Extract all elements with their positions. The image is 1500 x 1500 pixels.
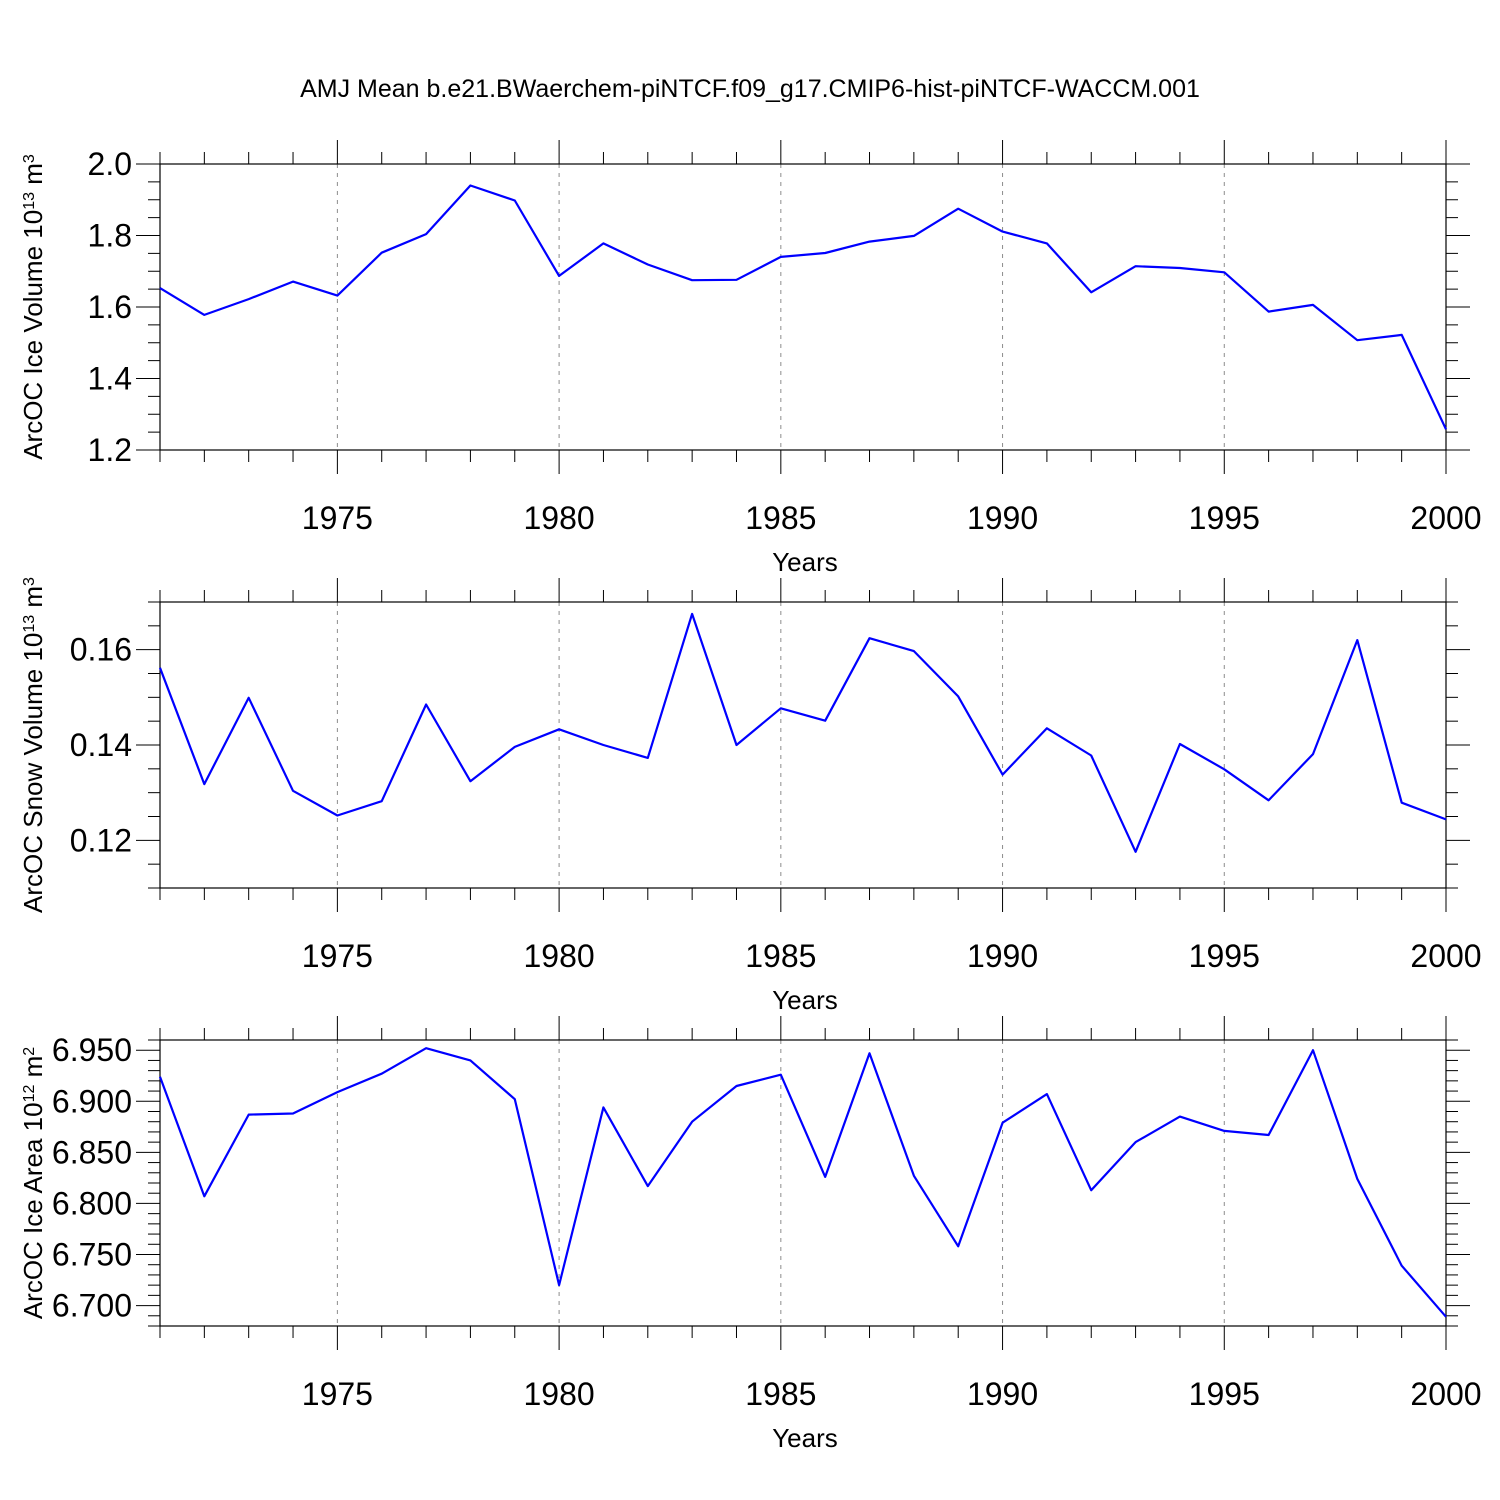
x-tick-label: 1995 bbox=[1189, 938, 1260, 974]
x-axis-title: Years bbox=[772, 547, 838, 577]
x-tick-label: 1995 bbox=[1189, 1376, 1260, 1412]
y-tick-label: 1.4 bbox=[88, 361, 132, 397]
plot-frame bbox=[159, 163, 1447, 451]
y-axis-title: ArcOC Snow Volume 1013 m3 bbox=[18, 577, 48, 913]
plot-frame bbox=[159, 601, 1447, 889]
y-tick-label: 0.14 bbox=[70, 727, 132, 763]
plot-frame bbox=[159, 1039, 1447, 1327]
x-tick-label: 1980 bbox=[524, 938, 595, 974]
y-tick-label: 2.0 bbox=[88, 146, 132, 182]
x-tick-label: 2000 bbox=[1410, 500, 1481, 536]
y-tick-label: 1.6 bbox=[88, 289, 132, 325]
x-axis-title: Years bbox=[772, 985, 838, 1015]
y-axis-title-text: m bbox=[18, 163, 48, 192]
y-axis-title-text: ArcOC Snow Volume 10 bbox=[18, 633, 48, 913]
y-axis-title-superscript: 2 bbox=[21, 1047, 38, 1056]
y-tick-label: 6.750 bbox=[52, 1237, 132, 1273]
x-tick-label: 1985 bbox=[745, 1376, 816, 1412]
x-tick-label: 1980 bbox=[524, 500, 595, 536]
x-axis-title: Years bbox=[772, 1423, 838, 1453]
y-axis-title-superscript: 13 bbox=[21, 615, 38, 633]
x-tick-label: 1985 bbox=[745, 500, 816, 536]
y-axis-title-text: ArcOC Ice Volume 10 bbox=[18, 210, 48, 460]
x-tick-label: 1975 bbox=[302, 500, 373, 536]
x-tick-label: 2000 bbox=[1410, 1376, 1481, 1412]
x-tick-label: 1990 bbox=[967, 500, 1038, 536]
x-tick-label: 1980 bbox=[524, 1376, 595, 1412]
x-tick-label: 2000 bbox=[1410, 938, 1481, 974]
y-axis-title-superscript: 3 bbox=[21, 154, 38, 163]
panel-snow-volume: 0.12 0.14 0.16 1975 1980 1985 1990 1995 2000 Year… bbox=[18, 577, 1482, 1015]
y-axis-title-superscript: 3 bbox=[21, 577, 38, 586]
x-tick-label: 1990 bbox=[967, 938, 1038, 974]
figure-title: AMJ Mean b.e21.BWaerchem-piNTCF.f09_g17.… bbox=[300, 75, 1200, 103]
series-line bbox=[158, 612, 1447, 853]
y-axis-title: ArcOC Ice Area 1012 m2 bbox=[18, 1047, 48, 1319]
x-tick-label: 1990 bbox=[967, 1376, 1038, 1412]
y-tick-label: 1.8 bbox=[88, 218, 132, 254]
x-tick-label: 1995 bbox=[1189, 500, 1260, 536]
y-tick-label: 6.850 bbox=[52, 1134, 132, 1170]
x-tick-label: 1985 bbox=[745, 938, 816, 974]
panel-ice-area: 6.700 6.750 6.800 6.850 6.900 6.950 1975 1980 19… bbox=[18, 1016, 1482, 1453]
y-axis-title-text: m bbox=[18, 586, 48, 615]
y-tick-label: 0.12 bbox=[70, 822, 132, 858]
y-tick-label: 0.16 bbox=[70, 632, 132, 668]
panel-ice-volume: 1.2 1.4 1.6 1.8 2.0 1975 1980 1985 1990 1995 2000 Y… bbox=[18, 140, 1482, 577]
y-tick-label: 6.800 bbox=[52, 1185, 132, 1221]
series-line bbox=[159, 184, 1447, 430]
y-axis-title-text: ArcOC Ice Area 10 bbox=[18, 1102, 48, 1319]
series-line bbox=[158, 1047, 1447, 1318]
y-tick-label: 1.2 bbox=[88, 432, 132, 468]
x-tick-label: 1975 bbox=[302, 1376, 373, 1412]
y-axis-title: ArcOC Ice Volume 1013 m3 bbox=[18, 154, 48, 460]
y-tick-label: 6.950 bbox=[52, 1032, 132, 1068]
y-axis-title-text: m bbox=[18, 1056, 48, 1085]
x-tick-label: 1975 bbox=[302, 938, 373, 974]
y-tick-label: 6.700 bbox=[52, 1288, 132, 1324]
y-axis-title-superscript: 12 bbox=[21, 1085, 38, 1103]
y-axis-title-superscript: 13 bbox=[21, 192, 38, 210]
y-tick-label: 6.900 bbox=[52, 1083, 132, 1119]
